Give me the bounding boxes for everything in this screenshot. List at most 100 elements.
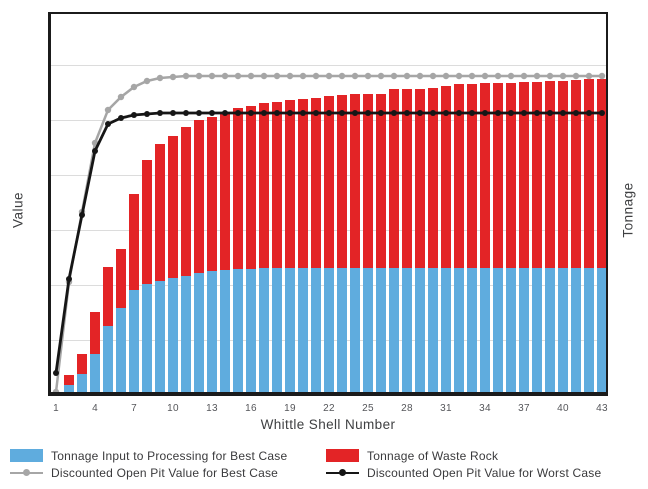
bar-shell-27 bbox=[389, 89, 399, 396]
bar-waste-segment bbox=[493, 83, 503, 268]
x-tick-label: 28 bbox=[401, 403, 413, 414]
best-case-line-marker bbox=[234, 72, 242, 80]
x-tick-label: 13 bbox=[206, 403, 218, 414]
bar-shell-22 bbox=[324, 96, 334, 396]
worst-case-line-marker bbox=[300, 110, 306, 116]
bar-shell-5 bbox=[103, 267, 113, 396]
bar-processing-segment bbox=[194, 273, 204, 396]
worst-case-line-marker bbox=[495, 110, 501, 116]
bar-shell-43 bbox=[597, 79, 607, 396]
bar-shell-36 bbox=[506, 83, 516, 396]
worst-case-line-marker bbox=[404, 110, 410, 116]
bar-shell-3 bbox=[77, 354, 87, 396]
best-case-line-marker bbox=[221, 72, 229, 80]
bar-shell-9 bbox=[155, 144, 165, 396]
bar-waste-segment bbox=[337, 95, 347, 268]
bar-shell-26 bbox=[376, 94, 386, 396]
bar-shell-2 bbox=[64, 375, 74, 396]
worst-case-line-marker bbox=[456, 110, 462, 116]
bar-processing-segment bbox=[155, 281, 165, 396]
bar-shell-15 bbox=[233, 108, 243, 396]
worst-case-line-marker bbox=[144, 111, 150, 117]
bar-waste-segment bbox=[207, 117, 217, 271]
x-tick-label: 10 bbox=[167, 403, 179, 414]
bar-waste-segment bbox=[168, 136, 178, 278]
bar-shell-30 bbox=[428, 88, 438, 396]
bar-shell-42 bbox=[584, 79, 594, 396]
worst-case-line-marker bbox=[352, 110, 358, 116]
best-case-line-marker bbox=[455, 72, 463, 80]
x-tick-label: 25 bbox=[362, 403, 374, 414]
bar-waste-segment bbox=[467, 84, 477, 268]
x-tick-label: 7 bbox=[131, 403, 137, 414]
bar-shell-21 bbox=[311, 98, 321, 396]
bar-waste-segment bbox=[506, 83, 516, 268]
x-tick-label: 22 bbox=[323, 403, 335, 414]
bar-processing-segment bbox=[376, 268, 386, 396]
bar-processing-segment bbox=[181, 276, 191, 396]
bar-processing-segment bbox=[77, 374, 87, 396]
bar-waste-segment bbox=[376, 94, 386, 268]
bar-processing-segment bbox=[402, 268, 412, 396]
best-case-line-marker bbox=[559, 72, 567, 80]
best-case-line-marker bbox=[104, 106, 112, 114]
x-tick-label: 43 bbox=[596, 403, 608, 414]
x-tick-label: 40 bbox=[557, 403, 569, 414]
bar-shell-20 bbox=[298, 99, 308, 396]
plot-area bbox=[48, 12, 608, 396]
worst-case-line-marker bbox=[378, 110, 384, 116]
bar-waste-segment bbox=[402, 89, 412, 268]
worst-case-line-marker bbox=[92, 148, 98, 154]
x-tick-label: 37 bbox=[518, 403, 530, 414]
legend-label: Tonnage Input to Processing for Best Cas… bbox=[51, 448, 288, 463]
legend-label: Discounted Open Pit Value for Worst Case bbox=[367, 465, 602, 480]
best-case-line-marker bbox=[442, 72, 450, 80]
bar-processing-segment bbox=[545, 268, 555, 396]
bar-waste-segment bbox=[519, 82, 529, 268]
worst-case-line-marker bbox=[599, 110, 605, 116]
bar-waste-segment bbox=[272, 102, 282, 268]
bar-shell-23 bbox=[337, 95, 347, 396]
worst-case-line-marker bbox=[339, 110, 345, 116]
x-tick-label: 16 bbox=[245, 403, 257, 414]
bar-waste-segment bbox=[454, 84, 464, 268]
bar-processing-segment bbox=[168, 278, 178, 396]
worst-case-line-marker bbox=[248, 110, 254, 116]
worst-case-line-marker bbox=[313, 110, 319, 116]
worst-case-line-marker bbox=[53, 370, 59, 376]
best-case-line-marker bbox=[182, 72, 190, 80]
best-case-line-marker bbox=[533, 72, 541, 80]
bar-waste-segment bbox=[363, 94, 373, 268]
bar-shell-32 bbox=[454, 84, 464, 396]
bar-processing-segment bbox=[129, 290, 139, 396]
bar-processing-segment bbox=[597, 268, 607, 396]
gridline bbox=[48, 65, 608, 66]
bar-waste-segment bbox=[246, 106, 256, 269]
best-case-line-marker bbox=[598, 72, 606, 80]
bar-waste-segment bbox=[415, 89, 425, 268]
best-case-line-marker bbox=[286, 72, 294, 80]
legend-item-processing-tonnage: Tonnage Input to Processing for Best Cas… bbox=[10, 448, 287, 463]
bar-processing-segment bbox=[116, 308, 126, 396]
worst-case-line bbox=[54, 111, 602, 374]
best-case-line-marker bbox=[117, 93, 125, 101]
best-case-line-marker bbox=[572, 72, 580, 80]
best-case-line-marker bbox=[338, 72, 346, 80]
worst-case-line-marker bbox=[261, 110, 267, 116]
bar-shell-16 bbox=[246, 106, 256, 396]
bar-processing-segment bbox=[298, 268, 308, 396]
bar-waste-segment bbox=[558, 81, 568, 268]
bar-waste-segment bbox=[480, 83, 490, 268]
bar-processing-segment bbox=[558, 268, 568, 396]
best-case-line-marker bbox=[312, 72, 320, 80]
bar-processing-segment bbox=[480, 268, 490, 396]
worst-case-line-marker bbox=[430, 110, 436, 116]
x-tick-label: 31 bbox=[440, 403, 452, 414]
best-case-line-marker bbox=[130, 83, 138, 91]
best-case-line-marker bbox=[260, 72, 268, 80]
legend-right-column: Tonnage of Waste Rock Discounted Open Pi… bbox=[326, 448, 601, 480]
bar-waste-segment bbox=[324, 96, 334, 268]
best-case-line-marker bbox=[429, 72, 437, 80]
best-case-line-marker bbox=[52, 388, 60, 396]
